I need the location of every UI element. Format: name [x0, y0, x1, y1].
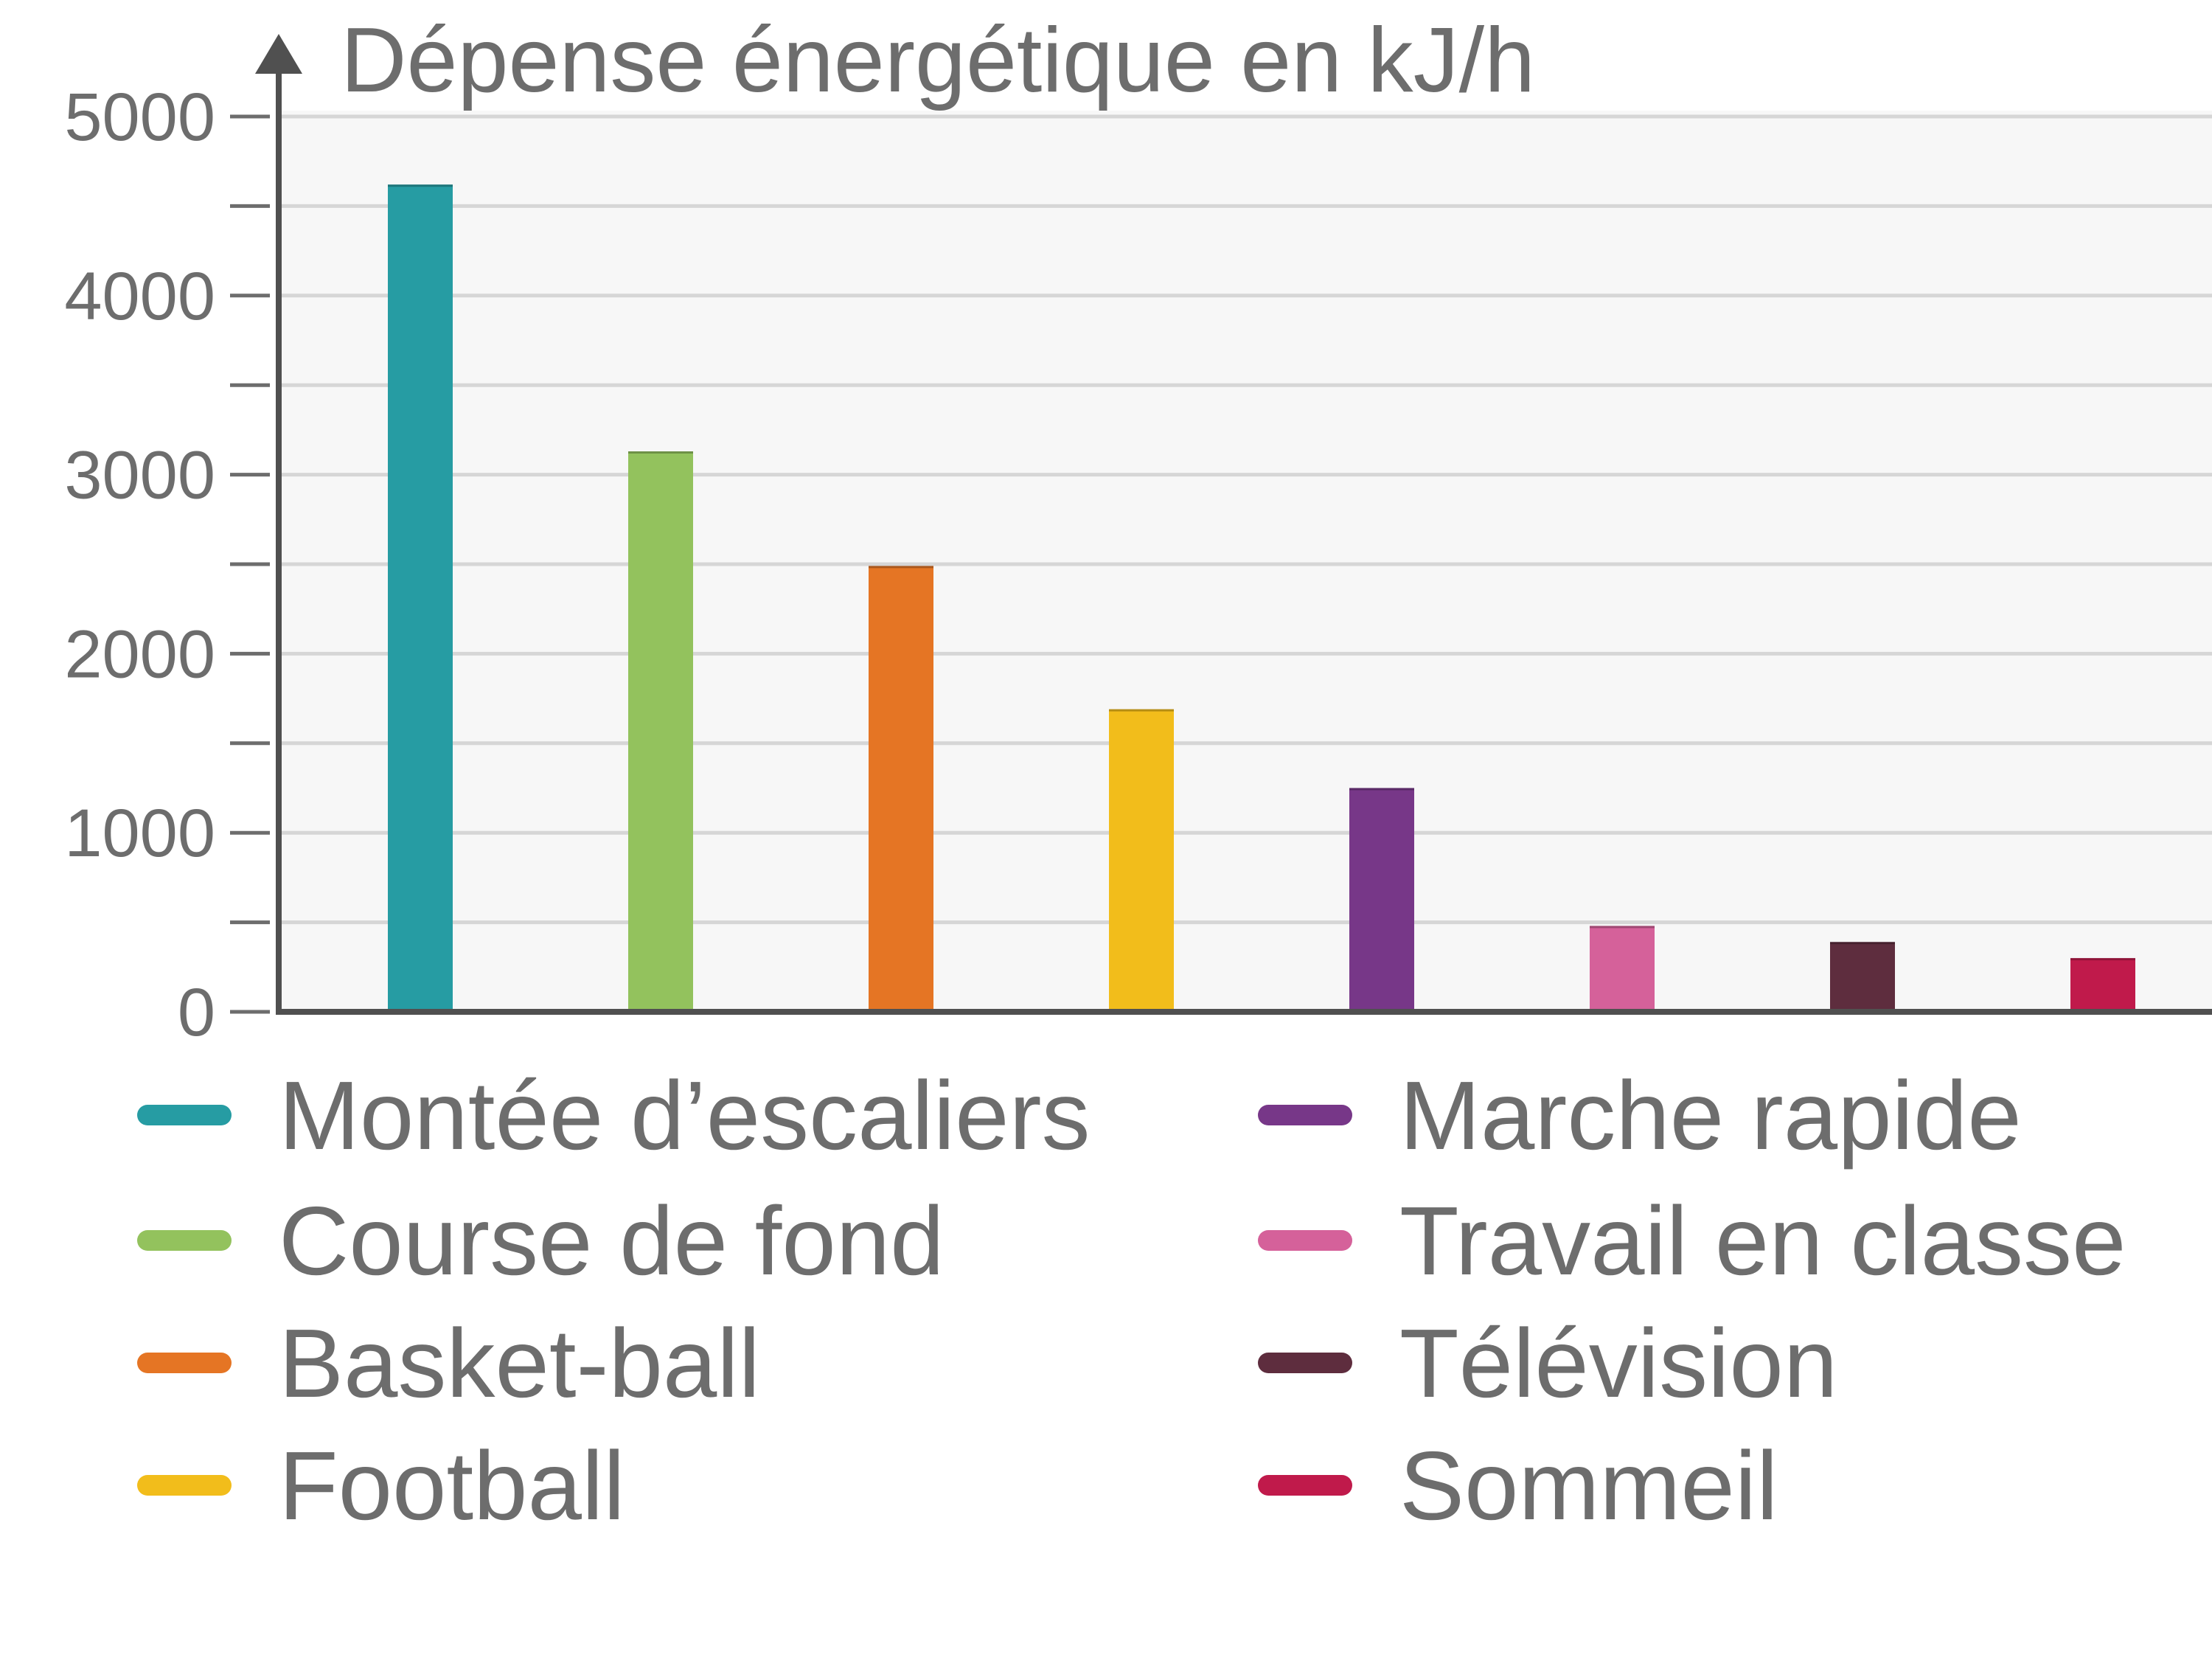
bar: Football: 1690	[1109, 709, 1174, 1012]
legend-label: Travail en classe	[1399, 1187, 2126, 1295]
y-tick-label: 3000	[64, 438, 215, 513]
chart-title: Dépense énergétique en kJ/h	[341, 10, 1535, 111]
axes	[255, 34, 2212, 1015]
y-tick-label: 0	[178, 975, 215, 1050]
gridlines	[279, 114, 2212, 925]
y-tick-label: 4000	[64, 259, 215, 334]
bar: Télévision: 390	[1830, 942, 1895, 1012]
bar: Sommeil: 300	[2070, 958, 2135, 1012]
plot-background	[279, 111, 2212, 1012]
bars: Montée d’escaliers: 4620 Course de fond: …	[388, 184, 2135, 1012]
y-tick-label: 2000	[64, 617, 215, 692]
legend-label: Télévision	[1399, 1309, 1837, 1417]
legend-label: Football	[279, 1431, 625, 1540]
bar: Montée d’escaliers: 4620	[388, 184, 453, 1012]
y-tick-label: 1000	[64, 796, 215, 871]
bar: Course de fond: 3130	[628, 451, 693, 1012]
bar: Basket-ball: 2490	[869, 566, 933, 1012]
y-tick-label: 5000	[64, 80, 215, 155]
y-ticks: 0 1000 2000 3000 4000 5000	[64, 80, 270, 1050]
legend: Montée d’escaliers Course de fond Basket-b…	[137, 1061, 2126, 1540]
legend-label: Sommeil	[1399, 1431, 1778, 1540]
legend-label: Montée d’escaliers	[279, 1061, 1091, 1170]
legend-label: Basket-ball	[279, 1309, 760, 1417]
bar: Travail en classe: 480	[1590, 926, 1655, 1012]
bar: Marche rapide: 1250	[1349, 788, 1414, 1012]
legend-label: Course de fond	[279, 1187, 945, 1295]
legend-label: Marche rapide	[1399, 1061, 2022, 1170]
y-axis-arrow-icon	[255, 34, 302, 74]
